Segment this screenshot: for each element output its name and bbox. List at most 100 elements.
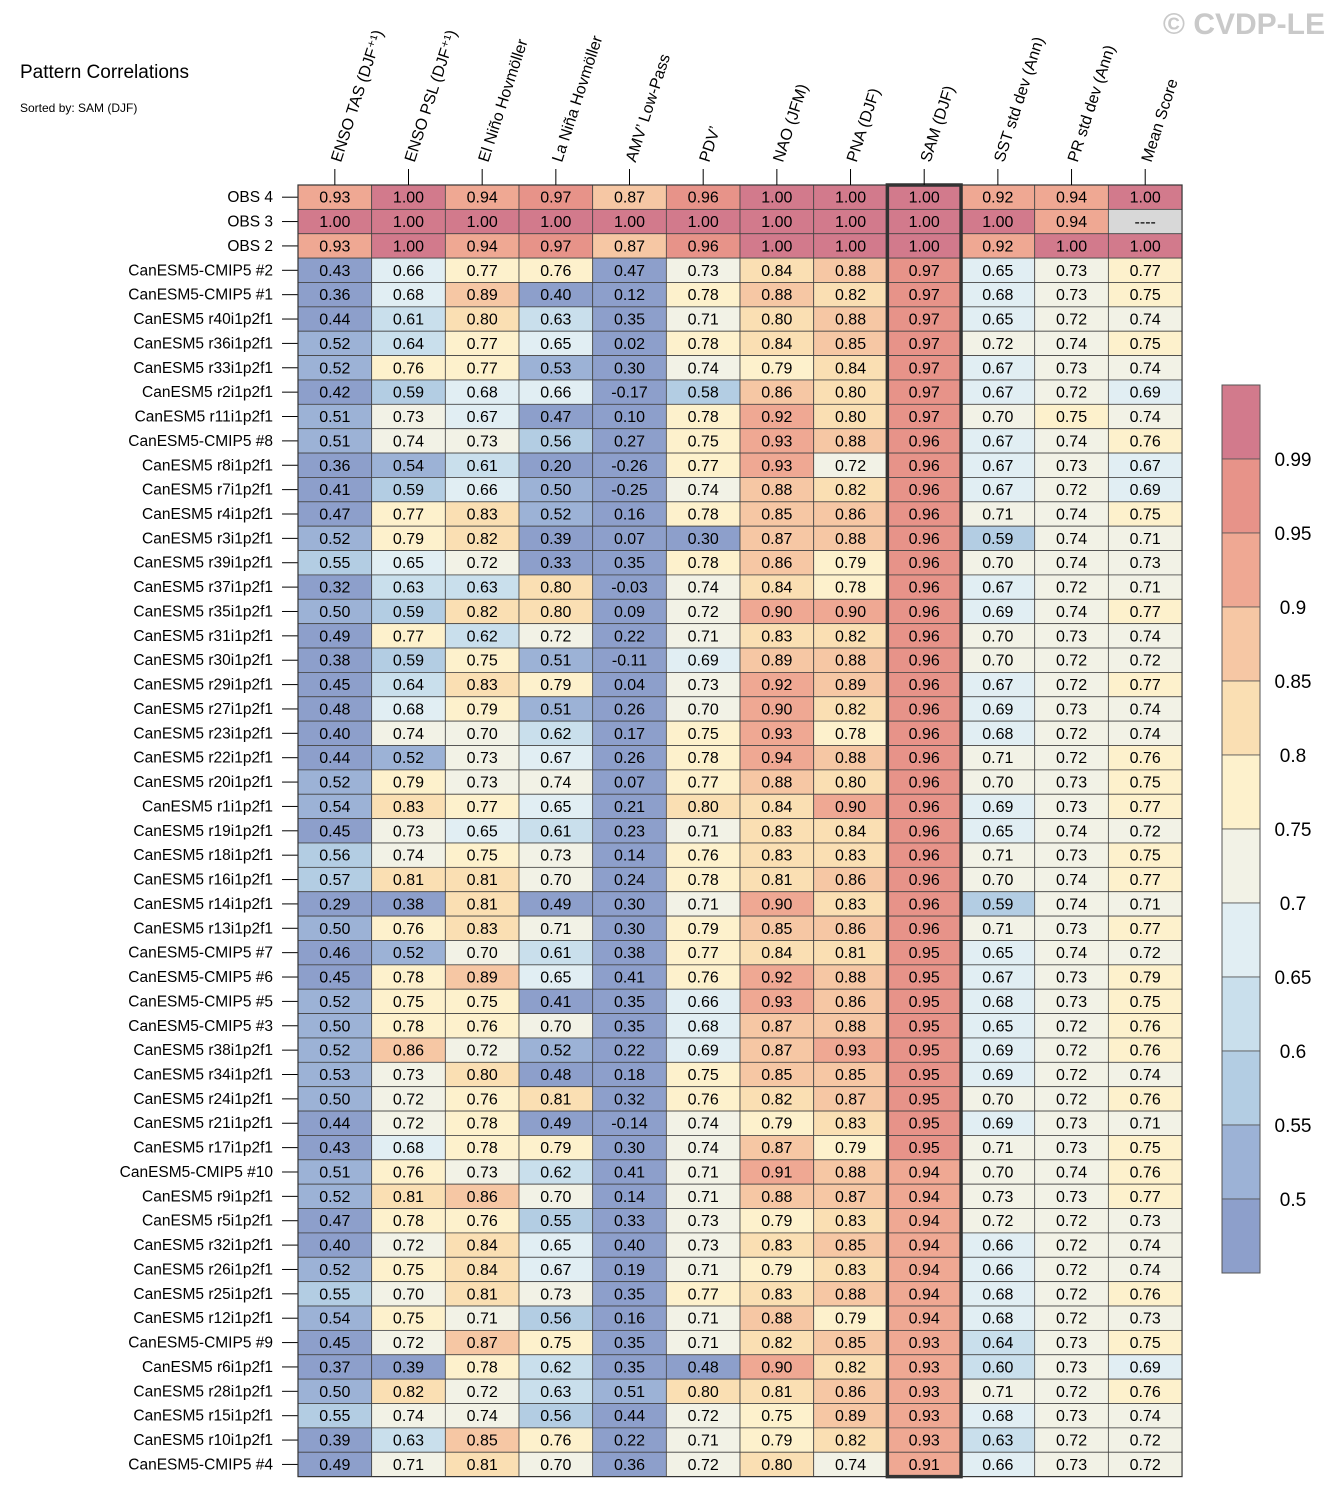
heatmap-cell bbox=[739, 282, 815, 308]
cell-value: 0.89 bbox=[467, 970, 498, 987]
heatmap-cell bbox=[886, 1135, 962, 1161]
heatmap-cell bbox=[592, 1208, 667, 1234]
heatmap-cell bbox=[592, 623, 667, 649]
heatmap-cell bbox=[960, 696, 1036, 722]
cell-value: 0.73 bbox=[982, 1189, 1013, 1206]
cell-value: 0.81 bbox=[761, 872, 792, 889]
cell-value: 0.96 bbox=[909, 872, 940, 889]
heatmap-cell bbox=[592, 525, 667, 551]
cell-value: 0.16 bbox=[614, 1311, 645, 1328]
column-label: PDV’ bbox=[697, 124, 724, 164]
heatmap-cell bbox=[297, 1427, 373, 1453]
cell-value: 0.09 bbox=[614, 604, 645, 621]
cell-value: 0.74 bbox=[1130, 1067, 1161, 1084]
row-label: CanESM5 r12i1p2f1 bbox=[133, 1310, 273, 1327]
cell-value: 0.83 bbox=[393, 799, 424, 816]
heatmap-cell bbox=[739, 915, 815, 941]
cell-value: 0.67 bbox=[982, 433, 1013, 450]
heatmap-cell bbox=[665, 1208, 741, 1234]
heatmap-cell bbox=[518, 379, 594, 405]
cell-value: 0.50 bbox=[319, 604, 350, 621]
heatmap-cell bbox=[739, 257, 815, 283]
cell-value: 0.90 bbox=[761, 604, 792, 621]
cell-value: 0.95 bbox=[909, 1018, 940, 1035]
row-label: CanESM5 r5i1p2f1 bbox=[142, 1213, 273, 1230]
heatmap-cell bbox=[444, 818, 520, 844]
heatmap-cell bbox=[371, 477, 446, 503]
cell-value: 0.80 bbox=[467, 1067, 498, 1084]
cell-value: 0.72 bbox=[1056, 1018, 1087, 1035]
cell-value: 0.41 bbox=[319, 482, 350, 499]
cell-value: 0.78 bbox=[835, 726, 866, 743]
cell-value: 0.82 bbox=[467, 604, 498, 621]
cell-value: 0.73 bbox=[1056, 628, 1087, 645]
cell-value: 0.36 bbox=[614, 1457, 645, 1474]
cell-value: 0.35 bbox=[614, 1018, 645, 1035]
heatmap-cell bbox=[886, 452, 962, 478]
heatmap-cell bbox=[1107, 1110, 1183, 1136]
cell-value: 0.86 bbox=[761, 385, 792, 402]
cell-value: 0.41 bbox=[614, 970, 645, 987]
heatmap-cell bbox=[518, 940, 594, 966]
heatmap-cell bbox=[1107, 866, 1183, 893]
cell-value: 0.70 bbox=[540, 1457, 571, 1474]
cell-value: 0.75 bbox=[1130, 1335, 1161, 1352]
cell-value: 0.68 bbox=[982, 287, 1013, 304]
heatmap-cell bbox=[665, 1159, 741, 1185]
cell-value: 0.94 bbox=[909, 1238, 940, 1255]
heatmap-cell bbox=[371, 379, 446, 405]
cell-value: 0.80 bbox=[835, 409, 866, 426]
heatmap-cell bbox=[444, 257, 520, 283]
cell-value: 0.83 bbox=[761, 628, 792, 645]
heatmap-cell bbox=[444, 745, 520, 771]
cell-value: 0.71 bbox=[688, 1262, 719, 1279]
cell-value: 0.79 bbox=[835, 555, 866, 572]
cell-value: 0.88 bbox=[835, 653, 866, 670]
cell-value: 0.96 bbox=[909, 653, 940, 670]
cell-value: 0.68 bbox=[393, 287, 424, 304]
cell-value: 0.52 bbox=[319, 775, 350, 792]
cell-value: 0.68 bbox=[688, 1018, 719, 1035]
cell-value: 0.81 bbox=[467, 1286, 498, 1303]
cell-value: 0.62 bbox=[540, 1164, 571, 1181]
cell-value: 0.73 bbox=[1056, 701, 1087, 718]
heatmap-cell bbox=[592, 403, 667, 430]
cell-value: 0.37 bbox=[319, 1359, 350, 1376]
cell-value: 0.68 bbox=[982, 726, 1013, 743]
cell-value: 0.72 bbox=[1056, 750, 1087, 767]
cell-value: 0.26 bbox=[614, 701, 645, 718]
heatmap-cell bbox=[297, 452, 373, 478]
heatmap-cell bbox=[592, 1061, 667, 1088]
row-label: CanESM5 r18i1p2f1 bbox=[133, 847, 273, 864]
cell-value: 1.00 bbox=[761, 190, 792, 207]
heatmap-cell bbox=[739, 647, 815, 673]
heatmap-cell bbox=[1034, 842, 1109, 868]
cell-value: 0.71 bbox=[1130, 896, 1161, 913]
row-label: CanESM5 r34i1p2f1 bbox=[133, 1067, 273, 1084]
heatmap-cell bbox=[371, 623, 446, 649]
cell-value: 0.71 bbox=[1130, 531, 1161, 548]
cell-value: 0.49 bbox=[540, 1116, 571, 1133]
heatmap-cell bbox=[371, 915, 446, 941]
heatmap-cell bbox=[1107, 403, 1183, 430]
row-label: CanESM5 r6i1p2f1 bbox=[142, 1359, 273, 1376]
cell-value: 0.24 bbox=[614, 872, 645, 889]
heatmap-cell bbox=[1034, 1037, 1109, 1063]
heatmap-cell bbox=[1034, 282, 1109, 308]
heatmap-cell bbox=[297, 257, 373, 283]
row-label: CanESM5 r19i1p2f1 bbox=[133, 823, 273, 840]
heatmap-cell bbox=[592, 1135, 667, 1161]
cell-value: 0.75 bbox=[1130, 287, 1161, 304]
cell-value: 0.75 bbox=[1130, 994, 1161, 1011]
cell-value: 0.70 bbox=[982, 628, 1013, 645]
cell-value: 0.60 bbox=[982, 1359, 1013, 1376]
heatmap-cell bbox=[518, 720, 594, 746]
cell-value: 0.56 bbox=[540, 1408, 571, 1425]
heatmap-cell bbox=[739, 1329, 815, 1356]
cell-value: 0.83 bbox=[467, 677, 498, 694]
column-label: PR std dev (Ann) bbox=[1065, 43, 1119, 164]
heatmap-cell bbox=[665, 550, 741, 576]
heatmap-cell bbox=[960, 672, 1036, 698]
heatmap-cell bbox=[518, 891, 594, 917]
cell-value: 0.86 bbox=[835, 994, 866, 1011]
